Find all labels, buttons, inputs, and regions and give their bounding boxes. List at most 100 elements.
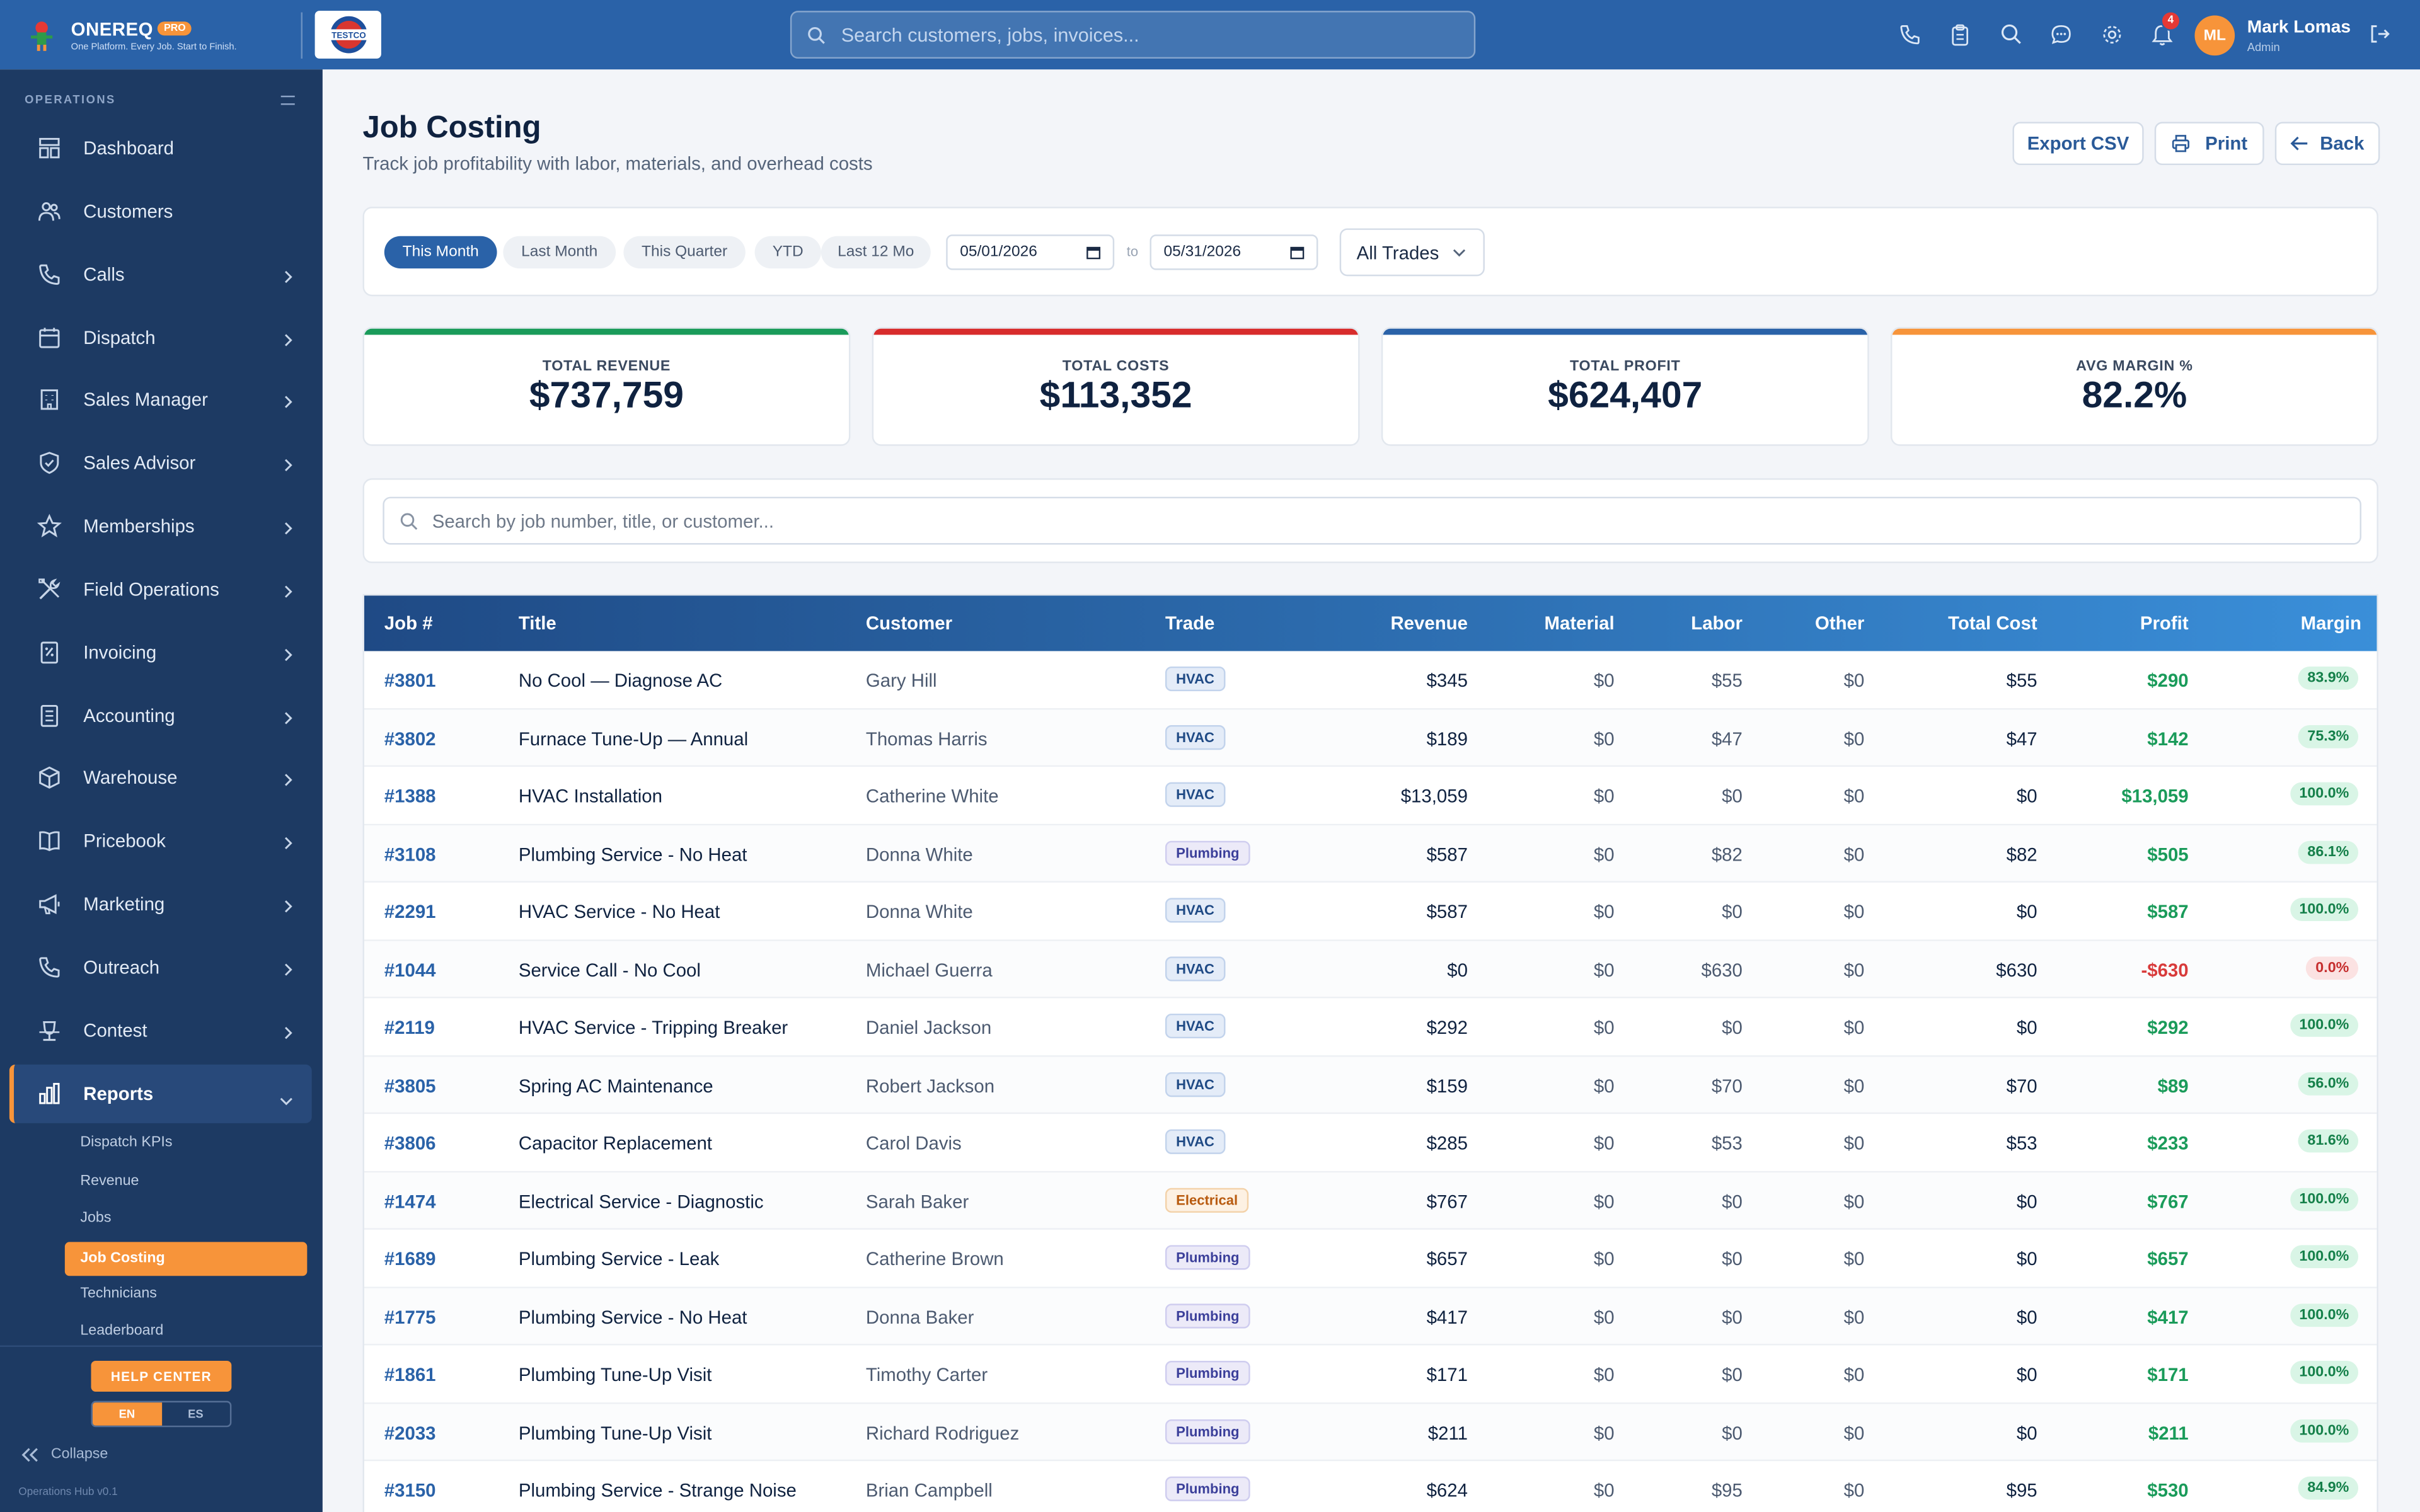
global-search-input[interactable] bbox=[841, 23, 1428, 46]
table-row[interactable]: #3802 Furnace Tune-Up — Annual Thomas Harr… bbox=[364, 709, 2377, 767]
sidebar-item-accounting[interactable]: Accounting bbox=[9, 687, 312, 745]
table-search[interactable] bbox=[383, 496, 2361, 545]
profit-cell: $142 bbox=[2147, 727, 2189, 749]
table-search-input[interactable] bbox=[432, 510, 2285, 532]
sidebar-item-contest[interactable]: Contest bbox=[9, 1001, 312, 1060]
job-link[interactable]: #2291 bbox=[384, 901, 436, 923]
reports-sub-revenue[interactable]: Revenue bbox=[80, 1172, 139, 1190]
table-row[interactable]: #2291 HVAC Service - No Heat Donna White HV… bbox=[364, 883, 2377, 941]
col-material[interactable]: Material bbox=[1544, 612, 1615, 634]
trade-select[interactable]: All Trades bbox=[1339, 228, 1485, 277]
job-link[interactable]: #3802 bbox=[384, 727, 436, 749]
lang-es-button[interactable]: ES bbox=[188, 1407, 204, 1421]
language-toggle[interactable]: EN ES bbox=[91, 1400, 232, 1428]
sidebar-item-dashboard[interactable]: Dashboard bbox=[9, 119, 312, 178]
profit-cell: $89 bbox=[2157, 1074, 2189, 1097]
job-link[interactable]: #3806 bbox=[384, 1132, 436, 1154]
col-title[interactable]: Title bbox=[518, 612, 556, 634]
back-button[interactable]: Back bbox=[2274, 122, 2380, 166]
col-customer[interactable]: Customer bbox=[865, 612, 953, 634]
version-label: Operations Hub v0.1 bbox=[18, 1487, 118, 1498]
table-row[interactable]: #3150 Plumbing Service - Strange Noise Bri… bbox=[364, 1461, 2377, 1512]
table-row[interactable]: #1474 Electrical Service - Diagnostic Sara… bbox=[364, 1172, 2377, 1230]
period-this-quarter[interactable]: This Quarter bbox=[623, 236, 746, 269]
reports-sub-leaderboard[interactable]: Leaderboard bbox=[80, 1322, 164, 1339]
gear-icon[interactable] bbox=[2095, 15, 2129, 52]
clipboard-icon[interactable] bbox=[1943, 15, 1977, 52]
col-profit[interactable]: Profit bbox=[2140, 612, 2189, 634]
sidebar-item-warehouse[interactable]: Warehouse bbox=[9, 748, 312, 807]
table-row[interactable]: #1775 Plumbing Service - No Heat Donna Bak… bbox=[364, 1287, 2377, 1346]
company-logo[interactable]: TESTCO bbox=[314, 11, 381, 59]
global-search[interactable] bbox=[790, 11, 1476, 59]
table-row[interactable]: #1689 Plumbing Service - Leak Catherine Br… bbox=[364, 1230, 2377, 1288]
col-total-cost[interactable]: Total Cost bbox=[1948, 612, 2037, 634]
sidebar-item-customers[interactable]: Customers bbox=[9, 182, 312, 241]
sidebar-item-sales-manager[interactable]: Sales Manager bbox=[9, 370, 312, 429]
sidebar-item-marketing[interactable]: Marketing bbox=[9, 875, 312, 934]
job-link[interactable]: #2033 bbox=[384, 1421, 436, 1444]
brand[interactable]: ONEREQ PRO One Platform. Every Job. Star… bbox=[0, 0, 301, 69]
sidebar-item-dispatch[interactable]: Dispatch bbox=[9, 309, 312, 367]
bell-icon[interactable]: 4 bbox=[2145, 11, 2181, 52]
sidebar-item-pricebook[interactable]: Pricebook bbox=[9, 811, 312, 870]
reports-sub-technicians[interactable]: Technicians bbox=[80, 1285, 157, 1302]
table-row[interactable]: #2033 Plumbing Tune-Up Visit Richard Rodri… bbox=[364, 1403, 2377, 1462]
col-job[interactable]: Job # bbox=[384, 612, 433, 634]
table-row[interactable]: #1388 HVAC Installation Catherine White HVA… bbox=[364, 767, 2377, 825]
col-margin[interactable]: Margin bbox=[2300, 612, 2361, 634]
reports-sub-job-costing[interactable]: Job Costing bbox=[64, 1242, 308, 1276]
job-link[interactable]: #1474 bbox=[384, 1190, 436, 1212]
sidebar-item-reports[interactable]: Reports bbox=[9, 1064, 312, 1123]
job-link[interactable]: #3108 bbox=[384, 843, 436, 865]
lang-en-button[interactable]: EN bbox=[92, 1402, 161, 1426]
material-cell: $0 bbox=[1593, 727, 1615, 749]
user-menu[interactable]: ML Mark Lomas Admin bbox=[2194, 15, 2351, 56]
search-icon[interactable] bbox=[1993, 15, 2027, 52]
logout-icon[interactable] bbox=[2369, 23, 2390, 53]
sidebar-item-label: Marketing bbox=[83, 893, 165, 915]
print-button[interactable]: Print bbox=[2154, 122, 2264, 166]
job-link[interactable]: #1388 bbox=[384, 785, 436, 807]
job-link[interactable]: #1689 bbox=[384, 1248, 436, 1270]
col-revenue[interactable]: Revenue bbox=[1390, 612, 1468, 634]
collapse-sidebar-button[interactable]: Collapse bbox=[21, 1446, 108, 1463]
reports-sub-jobs[interactable]: Jobs bbox=[80, 1210, 112, 1227]
table-row[interactable]: #3805 Spring AC Maintenance Robert Jackson… bbox=[364, 1056, 2377, 1114]
table-row[interactable]: #3801 No Cool — Diagnose AC Gary Hill HVAC $… bbox=[364, 651, 2377, 709]
table-row[interactable]: #3806 Capacitor Replacement Carol Davis HVA… bbox=[364, 1114, 2377, 1172]
job-link[interactable]: #1861 bbox=[384, 1363, 436, 1386]
job-link[interactable]: #3805 bbox=[384, 1074, 436, 1097]
section-collapse-icon[interactable] bbox=[280, 95, 295, 105]
date-from-input[interactable]: 05/01/2026 bbox=[946, 234, 1115, 270]
period-ytd[interactable]: YTD bbox=[754, 236, 821, 269]
job-link[interactable]: #2119 bbox=[384, 1016, 435, 1039]
phone-icon[interactable] bbox=[1892, 15, 1926, 52]
sidebar-item-memberships[interactable]: Memberships bbox=[9, 497, 312, 556]
table-row[interactable]: #1044 Service Call - No Cool Michael Guerr… bbox=[364, 940, 2377, 999]
col-other[interactable]: Other bbox=[1814, 612, 1865, 634]
table-row[interactable]: #3108 Plumbing Service - No Heat Donna Whi… bbox=[364, 824, 2377, 883]
col-trade[interactable]: Trade bbox=[1165, 612, 1215, 634]
col-labor[interactable]: Labor bbox=[1691, 612, 1743, 634]
job-link[interactable]: #1044 bbox=[384, 959, 436, 981]
sidebar-item-field-operations[interactable]: Field Operations bbox=[9, 560, 312, 619]
material-cell: $0 bbox=[1593, 843, 1615, 865]
help-center-button[interactable]: HELP CENTER bbox=[91, 1361, 232, 1392]
sidebar-item-outreach[interactable]: Outreach bbox=[9, 938, 312, 997]
sidebar-item-calls[interactable]: Calls bbox=[9, 245, 312, 304]
period-last-12-mo[interactable]: Last 12 Mo bbox=[821, 236, 931, 269]
reports-sub-dispatch-kpis[interactable]: Dispatch KPIs bbox=[80, 1134, 173, 1151]
table-row[interactable]: #2119 HVAC Service - Tripping Breaker Dani… bbox=[364, 998, 2377, 1057]
sidebar-item-invoicing[interactable]: Invoicing bbox=[9, 623, 312, 682]
export-csv-button[interactable]: Export CSV bbox=[2012, 122, 2144, 166]
job-link[interactable]: #3150 bbox=[384, 1479, 436, 1501]
period-this-month[interactable]: This Month bbox=[384, 236, 497, 269]
sidebar-item-sales-advisor[interactable]: Sales Advisor bbox=[9, 433, 312, 492]
job-link[interactable]: #3801 bbox=[384, 669, 436, 692]
job-link[interactable]: #1775 bbox=[384, 1306, 436, 1328]
period-last-month[interactable]: Last Month bbox=[503, 236, 616, 269]
chat-icon[interactable] bbox=[2044, 15, 2078, 52]
date-to-input[interactable]: 05/31/2026 bbox=[1150, 234, 1318, 270]
table-row[interactable]: #1861 Plumbing Tune-Up Visit Timothy Carte… bbox=[364, 1346, 2377, 1404]
